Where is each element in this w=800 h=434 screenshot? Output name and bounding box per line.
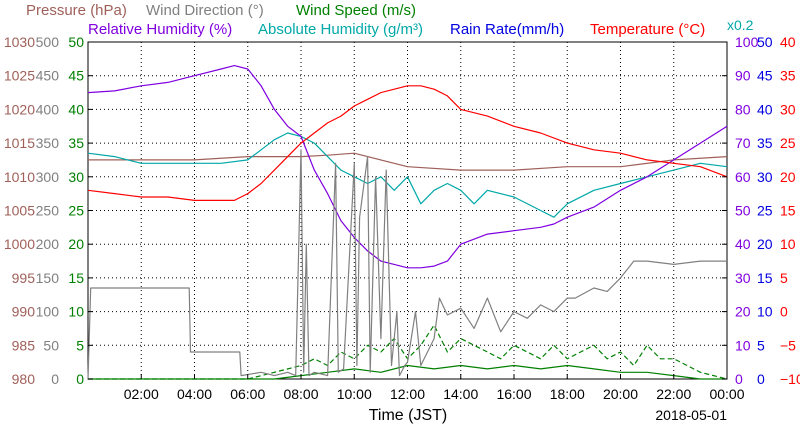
y-tick-label: 30	[735, 270, 751, 286]
y-tick-label: 990	[12, 304, 36, 320]
y-tick-label: 60	[735, 169, 751, 185]
y-tick-label: 30	[68, 169, 84, 185]
y-tick-label: 15	[68, 270, 84, 286]
y-tick-label: 25	[757, 203, 773, 219]
series-line	[87, 149, 727, 380]
x-tick-label: 20:00	[603, 386, 638, 402]
x-tick-label: 14:00	[443, 386, 478, 402]
y-tick-label: 5	[76, 337, 84, 353]
y-tick-label: 0	[51, 371, 59, 387]
y-tick-label: 20	[757, 236, 773, 252]
y-tick-label: 200	[36, 236, 60, 252]
x-tick-label: 12:00	[390, 386, 425, 402]
y-tick-label: 980	[12, 371, 36, 387]
y-tick-label: 70	[735, 135, 751, 151]
y-tick-label: 10	[735, 337, 751, 353]
y-tick-label: −10	[780, 371, 800, 387]
y-tick-label: 0	[735, 371, 743, 387]
y-tick-label: 90	[735, 68, 751, 84]
y-tick-label: 1010	[4, 169, 35, 185]
y-tick-label: 500	[36, 34, 60, 50]
y-tick-label: 1020	[4, 101, 35, 117]
rain-scale-note: x0.2	[727, 17, 754, 33]
y-tick-label: 1025	[4, 68, 35, 84]
y-tick-label: 1005	[4, 203, 35, 219]
x-tick-label: 04:00	[177, 386, 212, 402]
y-tick-label: 10	[757, 304, 773, 320]
axes-layer: 9809859909951000100510101015102010251030…	[4, 34, 800, 402]
x-tick-label: 02:00	[124, 386, 159, 402]
y-tick-label: 25	[780, 135, 796, 151]
x-tick-label: 00:00	[709, 386, 744, 402]
y-tick-label: 40	[780, 34, 796, 50]
legend: Pressure (hPa) Wind Direction (°) Wind Spe…	[26, 2, 754, 38]
y-tick-label: −5	[780, 337, 796, 353]
x-tick-label: 08:00	[283, 386, 318, 402]
y-tick-label: 30	[757, 169, 773, 185]
y-tick-label: 15	[757, 270, 773, 286]
y-tick-label: 25	[68, 203, 84, 219]
x-axis-title: Time (JST)	[369, 407, 448, 424]
y-tick-label: 5	[757, 337, 765, 353]
y-tick-label: 300	[36, 169, 60, 185]
y-tick-label: 45	[68, 68, 84, 84]
y-tick-label: 0	[757, 371, 765, 387]
series-line	[87, 132, 728, 218]
y-tick-label: 0	[76, 371, 84, 387]
series-line	[87, 65, 728, 269]
y-tick-label: 10	[780, 236, 796, 252]
grid	[88, 42, 727, 379]
y-tick-label: 50	[43, 337, 59, 353]
y-tick-label: 40	[757, 101, 773, 117]
y-tick-label: 30	[780, 101, 796, 117]
y-tick-label: 10	[68, 304, 84, 320]
y-tick-label: 80	[735, 101, 751, 117]
y-tick-label: 50	[757, 34, 773, 50]
legend-item: Wind Speed (m/s)	[296, 2, 416, 19]
y-tick-label: 50	[735, 203, 751, 219]
y-tick-label: 20	[780, 169, 796, 185]
y-tick-label: 100	[36, 304, 60, 320]
y-tick-label: 40	[68, 101, 84, 117]
y-tick-label: 40	[735, 236, 751, 252]
x-tick-label: 18:00	[550, 386, 585, 402]
x-tick-label: 22:00	[656, 386, 691, 402]
x-tick-label: 06:00	[230, 386, 265, 402]
y-tick-label: 1030	[4, 34, 35, 50]
legend-item: Absolute Humidity (g/m³)	[258, 21, 423, 38]
y-tick-label: 985	[12, 337, 36, 353]
legend-item: Relative Humidity (%)	[88, 21, 232, 38]
y-tick-label: 1015	[4, 135, 35, 151]
y-tick-label: 250	[36, 203, 60, 219]
legend-item: Rain Rate(mm/h)	[450, 21, 564, 38]
y-tick-label: 400	[36, 101, 60, 117]
y-tick-label: 995	[12, 270, 36, 286]
y-tick-label: 20	[735, 304, 751, 320]
series-line	[88, 152, 728, 171]
y-tick-label: 45	[757, 68, 773, 84]
y-tick-label: 100	[735, 34, 759, 50]
y-tick-label: 150	[36, 270, 60, 286]
y-tick-label: 35	[757, 135, 773, 151]
y-tick-label: 20	[68, 236, 84, 252]
legend-item: Temperature (°C)	[590, 21, 705, 38]
y-tick-label: 35	[68, 135, 84, 151]
y-tick-label: 0	[780, 304, 788, 320]
legend-item: Wind Direction (°)	[146, 2, 264, 19]
y-tick-label: 1000	[4, 236, 35, 252]
series-line	[88, 324, 728, 380]
x-tick-label: 10:00	[337, 386, 372, 402]
x-tick-label: 16:00	[496, 386, 531, 402]
y-tick-label: 35	[780, 68, 796, 84]
y-tick-label: 450	[36, 68, 60, 84]
y-tick-label: 350	[36, 135, 60, 151]
y-tick-label: 5	[780, 270, 788, 286]
date-label: 2018-05-01	[655, 407, 727, 423]
series-line	[87, 85, 728, 201]
y-tick-label: 15	[780, 203, 796, 219]
legend-item: Pressure (hPa)	[26, 2, 127, 19]
series-layer	[87, 65, 728, 380]
y-tick-label: 50	[68, 34, 84, 50]
